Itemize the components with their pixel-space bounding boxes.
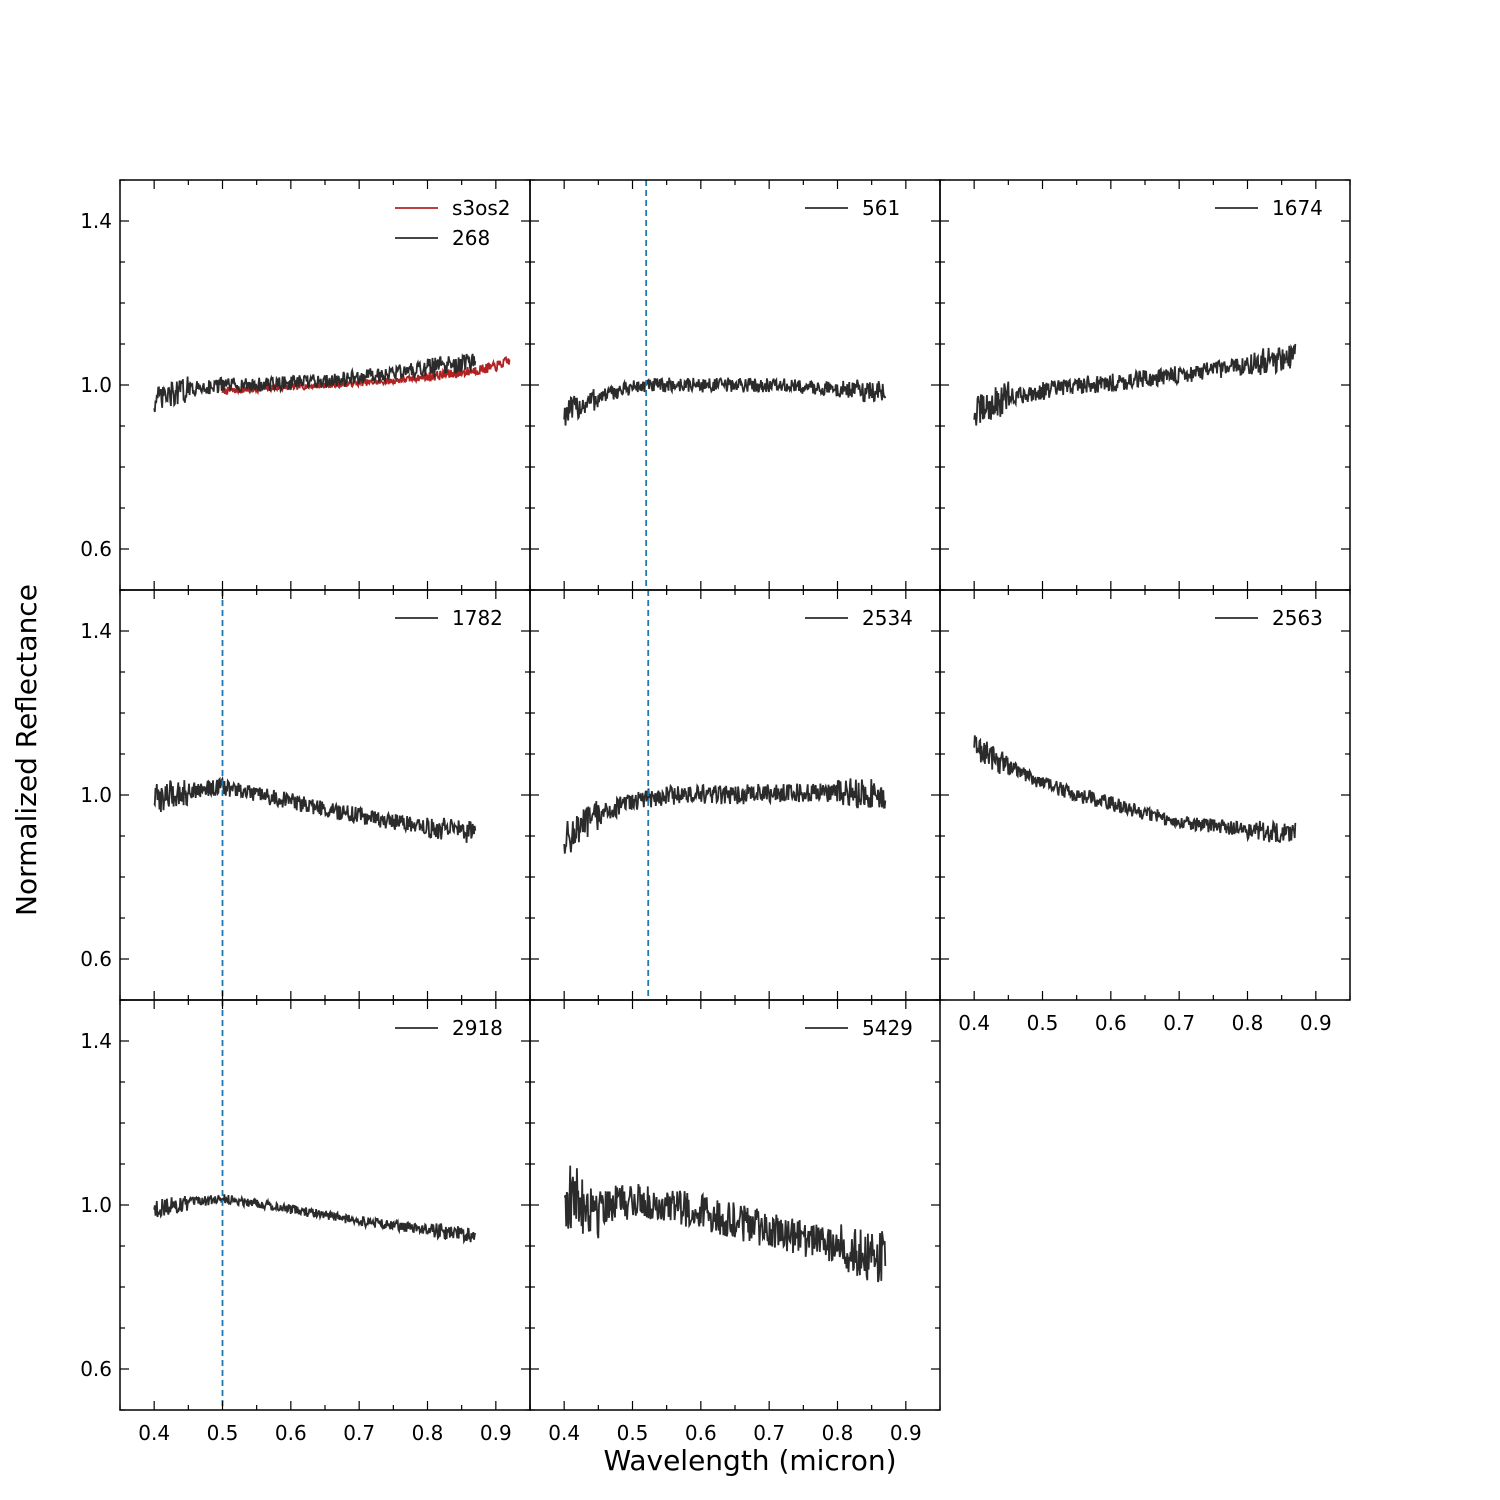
panel-p5429: 0.4 0.5 0.6 0.7 0.8 0.9 5429: [529, 999, 941, 1445]
x-tick-label: 0.6: [1095, 1011, 1127, 1035]
x-tick-label: 0.8: [412, 1421, 444, 1445]
legend-label: 1782: [452, 606, 503, 630]
y-tick-label: 1.4: [80, 209, 112, 233]
x-tick-label: 0.9: [1300, 1011, 1332, 1035]
y-tick-label: 0.6: [80, 947, 112, 971]
panel-frame: [939, 589, 1351, 1001]
y-tick-label: 1.0: [80, 373, 112, 397]
x-axis-title: Wavelength (micron): [603, 1444, 896, 1477]
series-line-2534: [563, 778, 887, 854]
series-line-2918: [153, 1194, 477, 1245]
x-tick-label: 0.4: [958, 1011, 990, 1035]
panels-layer: 0.6 1.0 1.4 s3os2 268 561 1674 0.6 1.0 1.4 1782 253…: [80, 179, 1351, 1445]
x-tick-label: 0.8: [1232, 1011, 1264, 1035]
x-tick-label: 0.8: [822, 1421, 854, 1445]
x-tick-label: 0.7: [343, 1421, 375, 1445]
x-tick-label: 0.7: [753, 1421, 785, 1445]
series-line-5429: [563, 1165, 887, 1283]
legend-label: 2918: [452, 1016, 503, 1040]
legend-label: 2563: [1272, 606, 1323, 630]
x-tick-label: 0.9: [480, 1421, 512, 1445]
x-tick-label: 0.5: [617, 1421, 649, 1445]
x-tick-label: 0.5: [207, 1421, 239, 1445]
series-line-561: [563, 377, 887, 426]
x-tick-label: 0.6: [275, 1421, 307, 1445]
x-tick-label: 0.6: [685, 1421, 717, 1445]
panel-p2563: 0.4 0.5 0.6 0.7 0.8 0.9 2563: [939, 589, 1351, 1035]
legend-label: 2534: [862, 606, 913, 630]
series-line-1674: [973, 343, 1297, 426]
y-tick-label: 0.6: [80, 1357, 112, 1381]
x-tick-label: 0.9: [890, 1421, 922, 1445]
panel-p2918: 0.4 0.5 0.6 0.7 0.8 0.9 0.6 1.0 1.4 2918: [80, 999, 531, 1445]
panel-frame: [939, 179, 1351, 591]
legend-label: 5429: [862, 1016, 913, 1040]
panel-p561: 561: [529, 179, 941, 591]
x-tick-label: 0.4: [138, 1421, 170, 1445]
series-line-268: [153, 353, 477, 413]
y-tick-label: 0.6: [80, 537, 112, 561]
y-tick-label: 1.4: [80, 619, 112, 643]
panel-p1674: 1674: [939, 179, 1351, 591]
legend-label: 268: [452, 226, 490, 250]
legend-label: s3os2: [452, 196, 511, 220]
y-tick-label: 1.4: [80, 1029, 112, 1053]
panel-p268: 0.6 1.0 1.4 s3os2 268: [80, 179, 531, 591]
x-tick-label: 0.4: [548, 1421, 580, 1445]
y-tick-label: 1.0: [80, 1193, 112, 1217]
panel-p2534: 2534: [529, 589, 941, 1001]
series-line-1782: [153, 775, 477, 843]
panel-p1782: 0.6 1.0 1.4 1782: [80, 589, 531, 1001]
legend-label: 1674: [1272, 196, 1323, 220]
x-tick-label: 0.7: [1163, 1011, 1195, 1035]
y-tick-label: 1.0: [80, 783, 112, 807]
series-line-2563: [973, 735, 1297, 843]
x-tick-label: 0.5: [1027, 1011, 1059, 1035]
y-axis-title: Normalized Reflectance: [10, 584, 43, 916]
legend-label: 561: [862, 196, 900, 220]
